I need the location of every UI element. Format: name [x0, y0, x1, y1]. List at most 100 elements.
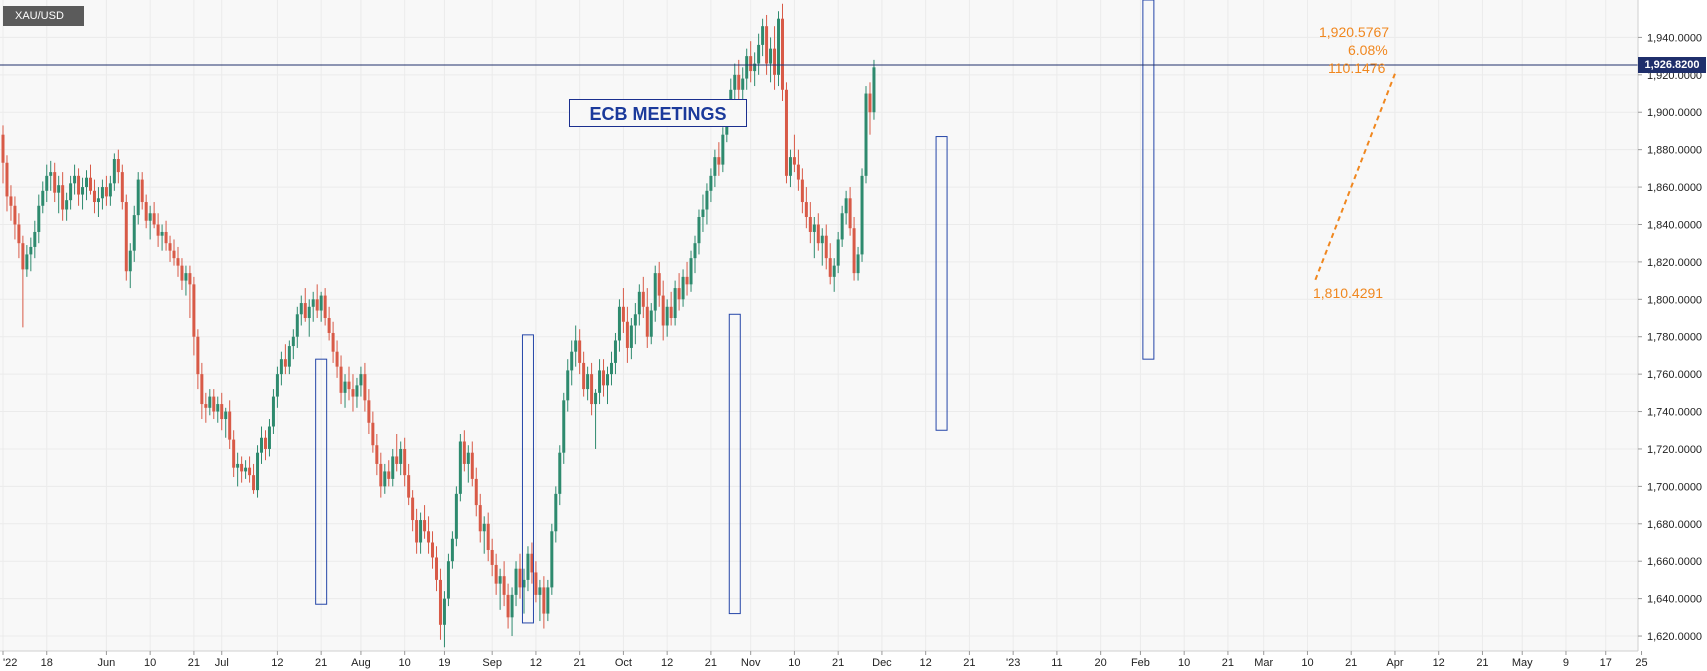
x-tick-label: 12 — [530, 657, 542, 669]
candle — [542, 576, 546, 629]
candle — [112, 153, 116, 191]
candle — [81, 177, 85, 210]
candle — [792, 134, 796, 173]
candle-body — [196, 336, 200, 375]
candle — [100, 179, 104, 210]
candle-body — [85, 177, 89, 188]
candle-body — [112, 159, 116, 184]
candle-body — [208, 396, 212, 408]
candle-body — [717, 157, 721, 165]
candle-body — [252, 475, 256, 491]
candle-body — [677, 288, 681, 300]
candle-body — [92, 190, 96, 203]
candle — [347, 366, 351, 401]
candle-body — [526, 553, 530, 580]
candle — [367, 389, 371, 434]
candle — [53, 162, 57, 203]
candle-body — [220, 404, 224, 420]
candle-body — [256, 452, 260, 491]
candle-body — [773, 48, 777, 75]
candle — [248, 456, 252, 483]
candle — [788, 149, 792, 188]
candle — [176, 246, 180, 277]
candle-body — [701, 209, 705, 217]
candle-body — [152, 213, 156, 225]
candle-body — [375, 445, 379, 464]
candle — [61, 172, 65, 221]
candle — [848, 187, 852, 236]
x-tick-label: 12 — [661, 657, 673, 669]
candle — [446, 553, 450, 607]
candle — [208, 389, 212, 416]
candle — [200, 362, 204, 420]
candle-body — [637, 291, 641, 315]
candle-body — [13, 205, 17, 225]
candle-body — [761, 26, 765, 45]
candle-body — [69, 183, 73, 201]
candle — [582, 351, 586, 397]
candle — [25, 245, 29, 277]
candle — [641, 276, 645, 319]
candle — [423, 505, 427, 539]
candle — [454, 486, 458, 547]
x-tick-label: Sep — [482, 657, 502, 669]
candle-body — [347, 381, 351, 390]
candle-body — [260, 437, 264, 453]
candle-body — [578, 340, 582, 363]
candle-body — [856, 254, 860, 274]
candle — [780, 3, 784, 102]
x-tick-label: 21 — [1222, 657, 1234, 669]
candle-body — [232, 439, 236, 468]
candle — [29, 237, 33, 272]
candle — [65, 192, 69, 221]
candle-body — [371, 422, 375, 446]
candle — [116, 149, 120, 184]
x-axis-ticks: '22 18 Jun 10 21 Jul 12 21 Aug 10 19 Sep 12 21 Oct 12 21… — [2, 651, 1648, 669]
candle — [490, 538, 494, 577]
candle-body — [462, 441, 466, 464]
candle-body — [136, 179, 140, 216]
candle-body — [848, 198, 852, 229]
candle — [586, 366, 590, 401]
candle — [498, 568, 502, 610]
candle — [69, 175, 73, 210]
candle-body — [860, 175, 864, 255]
candle-body — [804, 202, 808, 217]
ecb-meeting-boxes — [315, 0, 1155, 624]
candle — [721, 127, 725, 173]
candle — [21, 235, 25, 328]
candle — [232, 430, 236, 478]
candle — [399, 441, 403, 476]
x-tick-label: 21 — [832, 657, 844, 669]
candle-body — [709, 175, 713, 191]
candle-body — [796, 164, 800, 180]
candle — [263, 430, 267, 461]
candle-body — [490, 549, 494, 565]
trend-line — [1314, 73, 1396, 281]
candle-body — [49, 172, 53, 176]
candle-body — [784, 89, 788, 176]
annotation-change: 110.1476 — [1328, 60, 1386, 76]
x-tick-label: 21 — [574, 657, 586, 669]
candle-body — [184, 273, 188, 281]
x-tick-label: 11 — [1051, 657, 1062, 669]
candle — [343, 374, 347, 408]
candle-body — [550, 531, 554, 588]
candle-body — [673, 288, 677, 319]
candle — [669, 291, 673, 326]
candle — [128, 243, 132, 289]
candle-body — [598, 370, 602, 393]
candle-body — [482, 523, 486, 532]
candle-body — [236, 463, 240, 468]
candle — [319, 291, 323, 322]
candle-body — [820, 235, 824, 244]
candle — [311, 291, 315, 322]
candle — [510, 587, 514, 637]
candle-body — [291, 336, 295, 347]
candle — [629, 318, 633, 360]
candle — [240, 456, 244, 483]
candle-body — [749, 56, 753, 72]
candle-body — [164, 231, 168, 244]
candle — [574, 325, 578, 367]
